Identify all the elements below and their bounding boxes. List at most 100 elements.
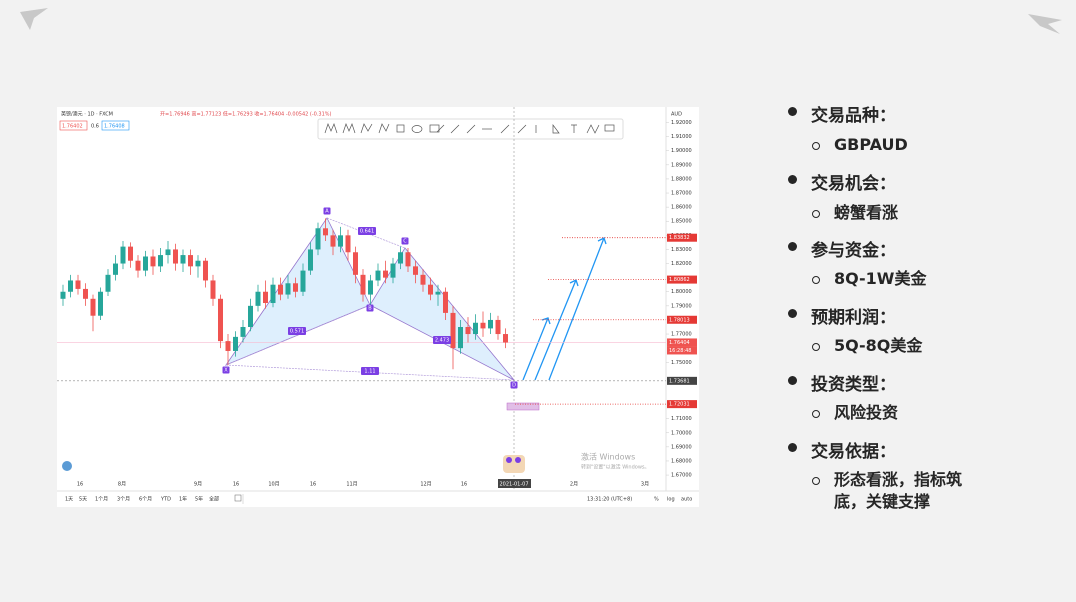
- price-tag-label: 1.78013: [669, 317, 690, 323]
- candle-body: [278, 284, 283, 295]
- candle-body: [353, 252, 358, 275]
- pattern-point: X: [224, 368, 228, 374]
- y-tick-label: 1.68000: [671, 458, 692, 464]
- bullet-detail: 形态看涨，指标筑底，关键支撑: [834, 470, 963, 511]
- bid: 1.76402: [62, 124, 83, 130]
- y-tick-label: 1.71000: [671, 416, 692, 422]
- range-button[interactable]: 3个月: [117, 497, 130, 503]
- candle-body: [308, 249, 313, 271]
- event-icon: [515, 457, 521, 463]
- candle-body: [98, 291, 103, 316]
- candle-body: [338, 235, 343, 247]
- crosshair-date: 2021-01-07: [499, 482, 528, 488]
- date-highlight: [498, 479, 531, 488]
- sub-bullet-dot: [812, 343, 820, 351]
- price-tag: [667, 400, 697, 409]
- crosshair-price-label: 1.73681: [669, 378, 690, 384]
- toolbar-icons: [324, 123, 615, 134]
- countdown-tag: [667, 346, 697, 355]
- range-button[interactable]: 5天: [79, 497, 87, 503]
- bullet-label: 交易品种：: [811, 106, 896, 126]
- candle-body: [195, 260, 201, 267]
- candle-body: [465, 326, 471, 335]
- pattern-point-box: [510, 381, 518, 389]
- candle-body: [360, 274, 366, 295]
- y-tick-label: 1.88000: [671, 176, 692, 182]
- pattern-ratio: 0.571: [290, 329, 304, 335]
- candle-body: [503, 334, 508, 343]
- candle-body: [210, 280, 216, 299]
- scale-option[interactable]: log: [667, 497, 675, 503]
- range-button[interactable]: 1个月: [95, 497, 108, 503]
- bullet-label: 交易依据：: [811, 442, 896, 462]
- price-tag-label: 1.83832: [669, 235, 690, 241]
- bullet-dot: [788, 242, 797, 251]
- drawing-toolbar[interactable]: [317, 118, 624, 140]
- candle-body: [473, 322, 478, 335]
- candle-body: [248, 305, 253, 327]
- pattern-point-box: [401, 237, 409, 245]
- x-tick-label: 16: [310, 482, 316, 488]
- sub-bullet-dot: [812, 477, 820, 485]
- range-button[interactable]: 全部: [209, 496, 219, 503]
- candle-body: [413, 266, 418, 275]
- y-tick-label: 1.90000: [671, 148, 692, 154]
- pattern-ratio-box: [361, 367, 379, 375]
- range-button[interactable]: YTD: [160, 497, 171, 503]
- price-tag: [667, 233, 697, 242]
- x-tick-label: 11月: [346, 482, 357, 488]
- candle-body: [488, 319, 493, 329]
- bullet-detail: 风险投资: [834, 403, 899, 422]
- candle-body: [113, 263, 118, 275]
- bullet-dot: [788, 309, 797, 318]
- pattern-ratio-box: [358, 227, 376, 235]
- candle-body: [135, 260, 141, 271]
- pattern-ratio-box: [433, 336, 451, 344]
- candle-body: [405, 252, 411, 267]
- pattern-point: D: [512, 383, 516, 389]
- pattern-point-box: [323, 207, 331, 215]
- y-tick-label: 1.87000: [671, 191, 692, 197]
- sub-bullet-dot: [812, 210, 820, 218]
- bullet-detail: 8Q-1W美金: [834, 269, 927, 288]
- currency: AUD: [671, 112, 682, 118]
- candle-body: [225, 341, 231, 351]
- range-button[interactable]: 1年: [179, 496, 187, 503]
- harmonic-pattern: [224, 217, 515, 381]
- target-zone: [506, 402, 540, 411]
- candle-body: [75, 280, 81, 289]
- ask-box: [101, 120, 130, 131]
- bullet-label: 投资类型：: [811, 375, 896, 395]
- candle-body: [60, 291, 66, 299]
- candle-body: [435, 291, 441, 295]
- candle-body: [90, 298, 96, 316]
- candle-body: [240, 326, 246, 337]
- current-price-tag: [667, 338, 697, 347]
- range-button[interactable]: 5年: [195, 496, 203, 503]
- candle-body: [165, 249, 171, 256]
- ohlc-header: 开=1.76946 高=1.77123 低=1.76293 收=1.76404 …: [160, 111, 332, 118]
- candle-body: [188, 255, 193, 267]
- projection-arrows: [522, 237, 607, 381]
- range-icon[interactable]: [234, 494, 242, 502]
- pattern-point: A: [325, 209, 329, 215]
- candle-body: [128, 246, 133, 261]
- bullet-dot: [788, 376, 797, 385]
- x-tick-label: 10月: [268, 482, 279, 488]
- candle-body: [158, 255, 163, 267]
- range-button[interactable]: 1天: [65, 497, 73, 503]
- event-badge: [503, 455, 525, 473]
- x-tick-label: 9月: [194, 482, 202, 488]
- scale-option[interactable]: %: [654, 497, 659, 503]
- sub-bullet-dot: [812, 410, 820, 418]
- range-button[interactable]: 6个月: [139, 497, 152, 503]
- y-tick-label: 1.82000: [671, 261, 692, 267]
- scale-option[interactable]: auto: [681, 497, 692, 503]
- candle-body: [203, 260, 208, 281]
- current-price-label: 1.76404: [669, 340, 690, 346]
- y-tick-label: 1.75000: [671, 360, 692, 366]
- bullet-detail: 5Q-8Q美金: [834, 336, 923, 355]
- sub-bullet-dot: [812, 142, 820, 150]
- bullet-label: 参与资金：: [811, 241, 896, 261]
